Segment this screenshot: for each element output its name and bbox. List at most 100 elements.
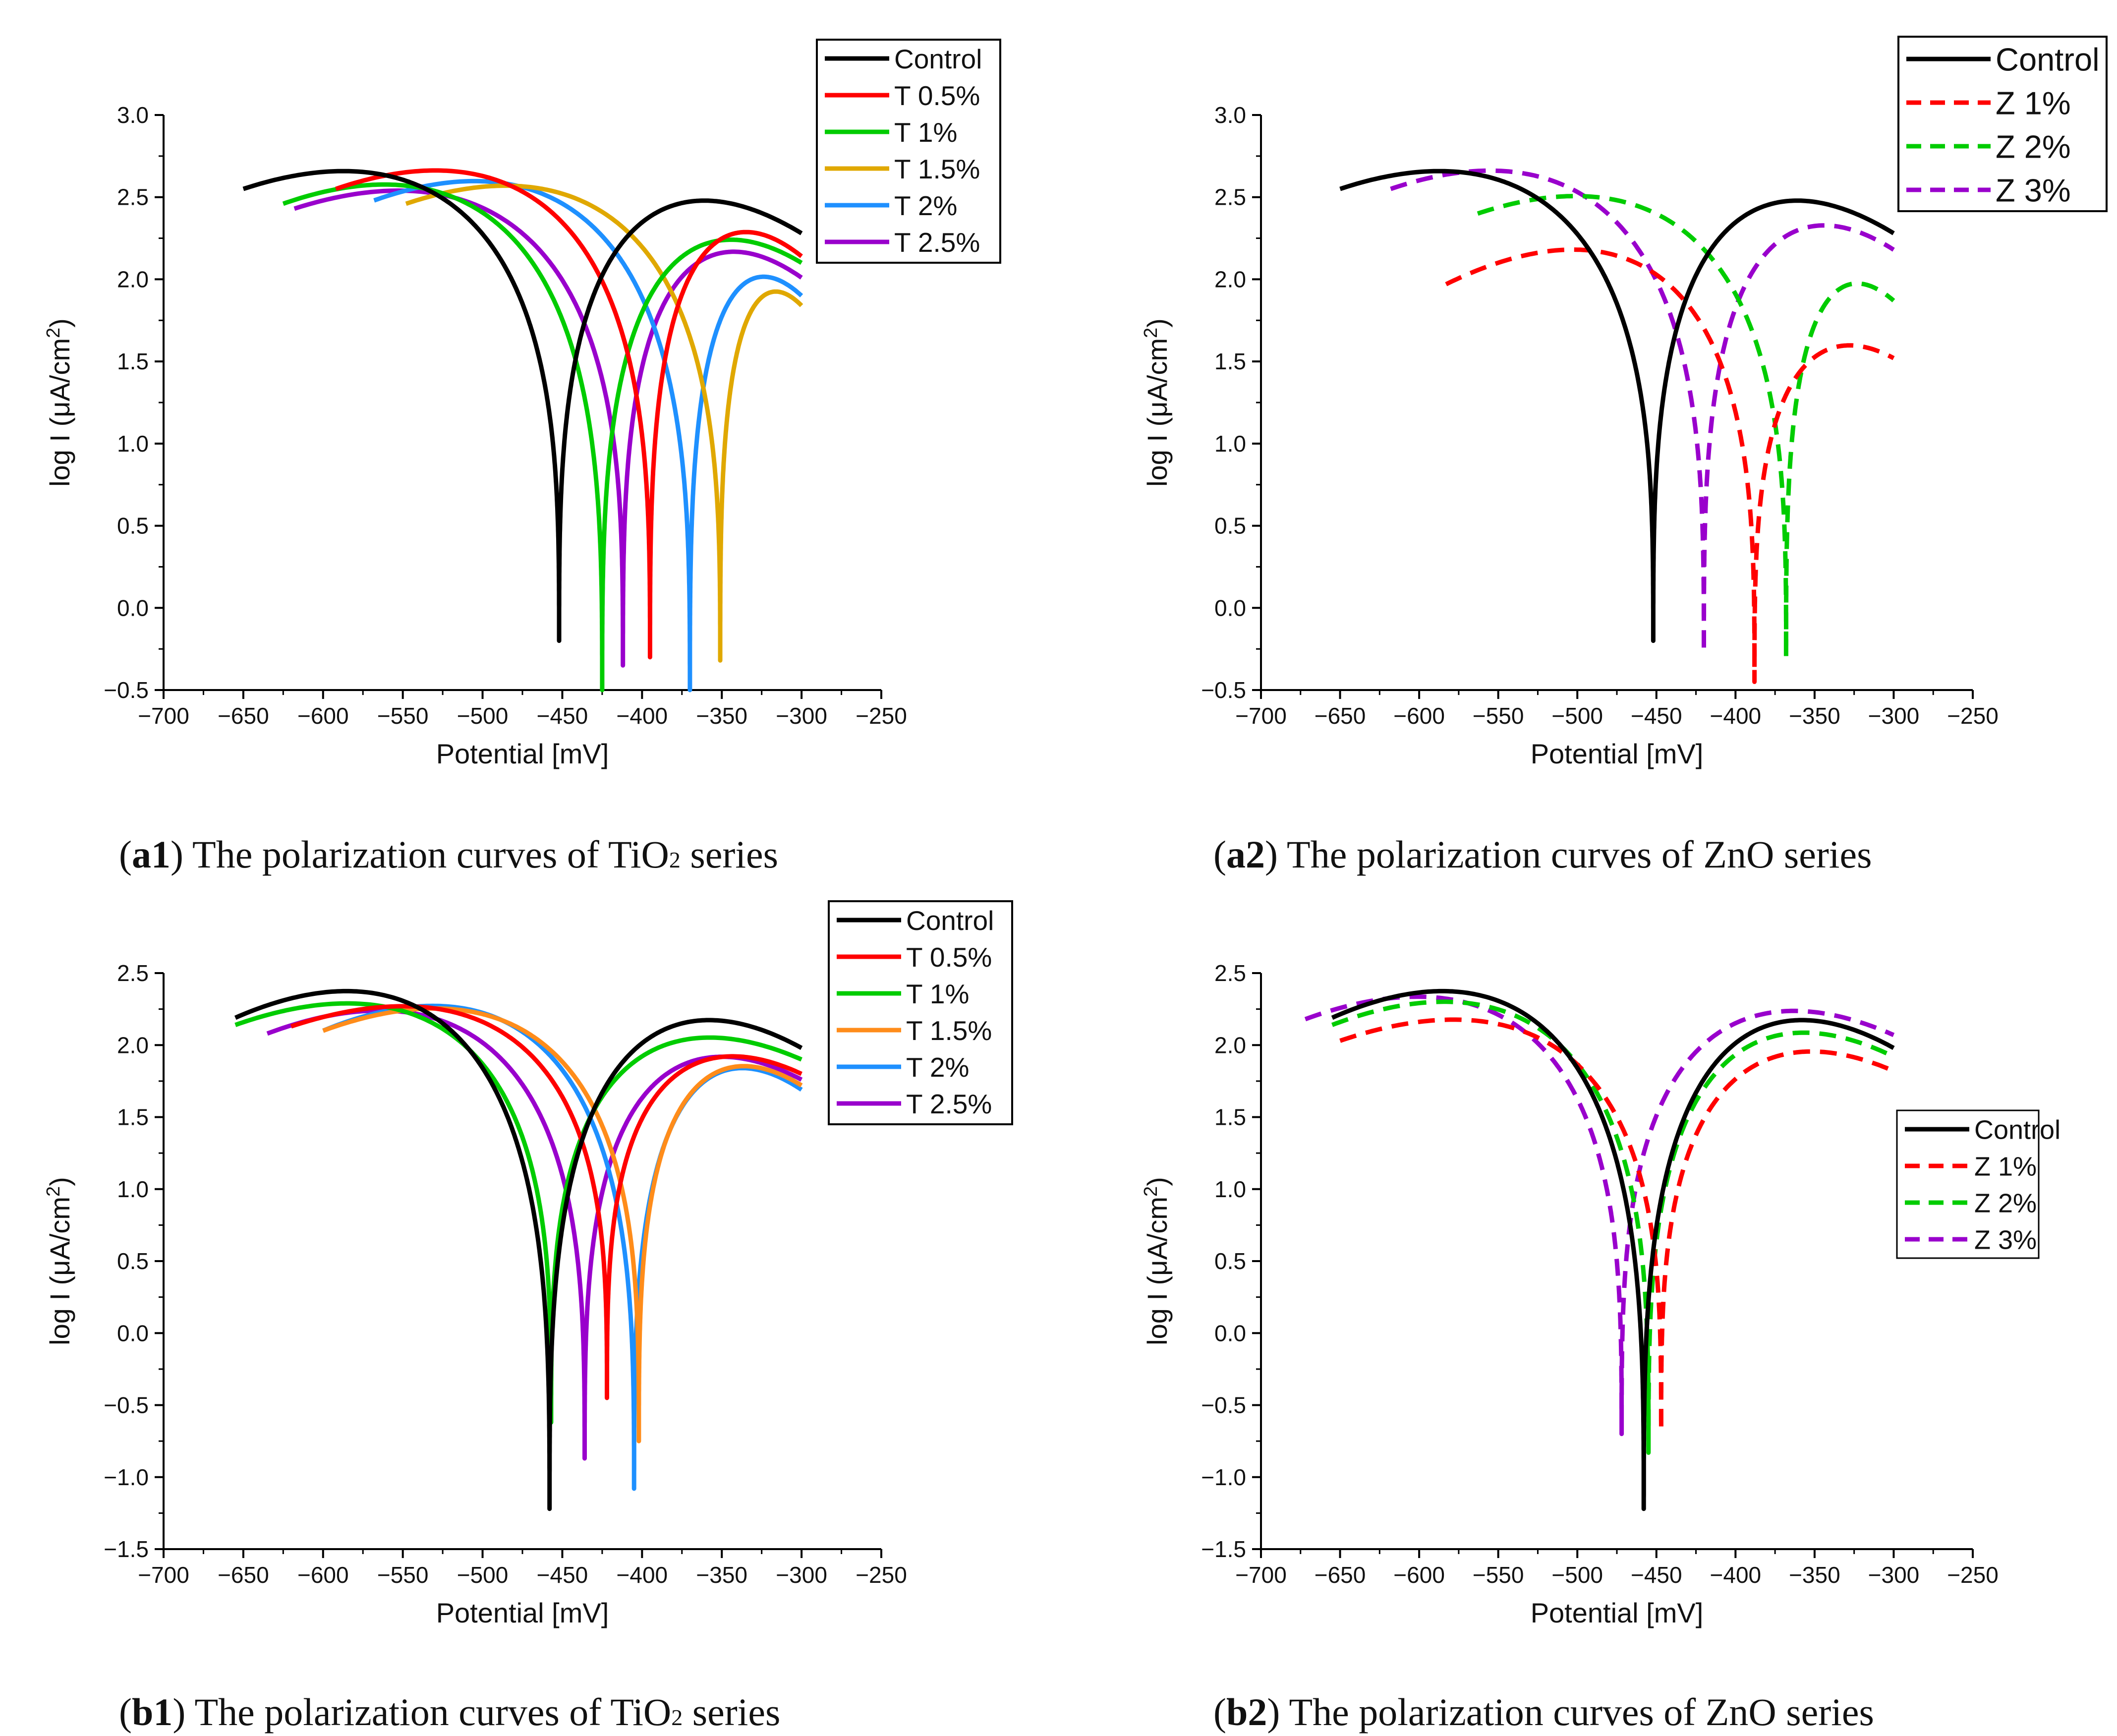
y-tick-label: 1.0 <box>117 431 149 457</box>
chart-panel-a2: −700 −650 −600 −550 −500 −450 −400 −350 −300 −250… <box>1141 36 2108 876</box>
series-line-z-2- <box>1477 194 1895 660</box>
legend-box <box>816 39 1001 264</box>
x-tick-label: −550 <box>1473 703 1524 729</box>
x-tick-label: −500 <box>457 1562 509 1588</box>
x-tick-label: −450 <box>537 703 588 729</box>
legend-label: Z 3% <box>1974 1225 2037 1255</box>
y-tick-label: 0.0 <box>117 595 149 621</box>
legend-box <box>1897 36 2108 212</box>
y-tick-label: 0.5 <box>117 513 149 539</box>
x-tick-label: −500 <box>1551 703 1603 729</box>
y-tick-label: 2.5 <box>1214 184 1246 210</box>
y-axis-label: log I (μA/cm2) <box>1141 1177 1173 1345</box>
x-tick-label: −250 <box>1947 1562 1999 1588</box>
legend-label: Control <box>1974 1115 2060 1145</box>
x-tick-label: −550 <box>377 703 429 729</box>
x-tick-label: −300 <box>1868 1562 1920 1588</box>
legend-label: Z 2% <box>1996 128 2071 165</box>
legend: Control T 0.5% T 1% T 1.5% T 2% T 2.5% <box>816 39 1001 264</box>
series-line-t-1- <box>234 1001 802 1425</box>
series-line-control <box>1331 988 1895 1511</box>
x-tick-label: −550 <box>377 1562 429 1588</box>
panel-caption: (a2) The polarization curves of ZnO seri… <box>1213 833 1872 876</box>
series-line-z-3- <box>1304 994 1895 1437</box>
y-tick-label: 1.0 <box>117 1176 149 1202</box>
panel-caption: (b1) The polarization curves of TiO2 ser… <box>119 1690 780 1734</box>
y-tick-label: −1.5 <box>1201 1536 1246 1562</box>
series-line-t-1-5- <box>322 1006 803 1444</box>
series-line-z-2- <box>1331 999 1895 1455</box>
panel-caption: (a1) The polarization curves of TiO2 ser… <box>119 833 778 876</box>
series-line-z-1- <box>1339 1017 1895 1434</box>
legend: Control T 0.5% T 1% T 1.5% T 2% T 2.5% <box>828 900 1013 1125</box>
x-tick-label: −300 <box>776 703 827 729</box>
x-tick-label: −450 <box>1631 1562 1682 1588</box>
y-tick-label: 2.5 <box>117 184 149 210</box>
legend-label: T 0.5% <box>894 80 980 111</box>
x-tick-label: −350 <box>1789 703 1840 729</box>
y-tick-label: 2.5 <box>1214 960 1246 986</box>
x-tick-label: −250 <box>856 1562 907 1588</box>
x-tick-label: −700 <box>138 703 189 729</box>
y-tick-label: −0.5 <box>104 1392 149 1418</box>
x-tick-label: −650 <box>218 703 269 729</box>
y-tick-label: −0.5 <box>1201 677 1246 703</box>
x-tick-label: −350 <box>696 703 747 729</box>
legend-label: T 2.5% <box>894 227 980 258</box>
legend: Control Z 1% Z 2% Z 3% <box>1896 1109 2060 1259</box>
legend-label: Z 1% <box>1996 85 2071 121</box>
legend-label: Control <box>894 44 982 74</box>
chart-panel-a1: −700 −650 −600 −550 −500 −450 −400 −350 −300 −250… <box>43 39 1001 876</box>
legend-label: T 2.5% <box>906 1089 992 1119</box>
x-tick-label: −700 <box>138 1562 189 1588</box>
legend-label: T 1% <box>894 117 957 148</box>
y-tick-label: 2.0 <box>117 1032 149 1058</box>
y-tick-label: 0.5 <box>117 1248 149 1274</box>
y-tick-label: 0.0 <box>1214 595 1246 621</box>
y-tick-label: −1.0 <box>104 1464 149 1490</box>
y-tick-label: 2.0 <box>117 266 149 292</box>
y-tick-label: 0.5 <box>1214 1248 1246 1274</box>
legend-box <box>828 900 1013 1125</box>
series-line-control <box>242 169 803 643</box>
y-tick-label: 1.5 <box>1214 1104 1246 1130</box>
y-tick-label: −0.5 <box>104 677 149 703</box>
y-axis-label: log I (μA/cm2) <box>1141 318 1173 487</box>
series-line-control <box>234 988 803 1511</box>
legend-box <box>1896 1109 2040 1259</box>
series-line-t-1-5- <box>405 183 803 663</box>
legend-label: Control <box>1996 41 2100 77</box>
x-tick-label: −600 <box>1393 1562 1445 1588</box>
x-tick-label: −250 <box>856 703 907 729</box>
x-tick-label: −550 <box>1473 1562 1524 1588</box>
series-line-t-2- <box>322 1003 803 1491</box>
y-axis-label: log I (μA/cm2) <box>43 318 75 487</box>
x-tick-label: −650 <box>1315 703 1366 729</box>
x-tick-label: −450 <box>1631 703 1682 729</box>
x-tick-label: −250 <box>1947 703 1999 729</box>
legend-label: T 1.5% <box>906 1015 992 1046</box>
series-line-t-0-5- <box>335 168 803 660</box>
y-tick-label: −1.5 <box>104 1536 149 1562</box>
y-tick-label: 0.0 <box>117 1320 149 1346</box>
x-tick-label: −400 <box>1710 703 1762 729</box>
series-line-t-1- <box>282 182 803 693</box>
x-tick-label: −700 <box>1235 1562 1287 1588</box>
x-tick-label: −700 <box>1235 703 1287 729</box>
x-axis-label: Potential [mV] <box>1531 738 1704 769</box>
y-tick-label: 1.5 <box>1214 348 1246 374</box>
y-tick-label: 1.5 <box>117 1104 149 1130</box>
y-tick-label: 0.0 <box>1214 1320 1246 1346</box>
chart-panel-b2: −700 −650 −600 −550 −500 −450 −400 −350 −300 −250… <box>1141 960 2060 1734</box>
chart-panel-b1: −700 −650 −600 −550 −500 −450 −400 −350 −300 −250… <box>43 900 1013 1734</box>
y-tick-label: 1.5 <box>117 348 149 374</box>
y-tick-label: 0.5 <box>1214 513 1246 539</box>
legend-label: T 1% <box>906 979 969 1009</box>
x-tick-label: −650 <box>218 1562 269 1588</box>
panel-caption: (b2) The polarization curves of ZnO seri… <box>1213 1690 1874 1734</box>
x-tick-label: −600 <box>297 703 349 729</box>
x-tick-label: −350 <box>696 1562 747 1588</box>
series-line-t-0-5- <box>290 1004 802 1400</box>
y-tick-label: 2.0 <box>1214 1032 1246 1058</box>
